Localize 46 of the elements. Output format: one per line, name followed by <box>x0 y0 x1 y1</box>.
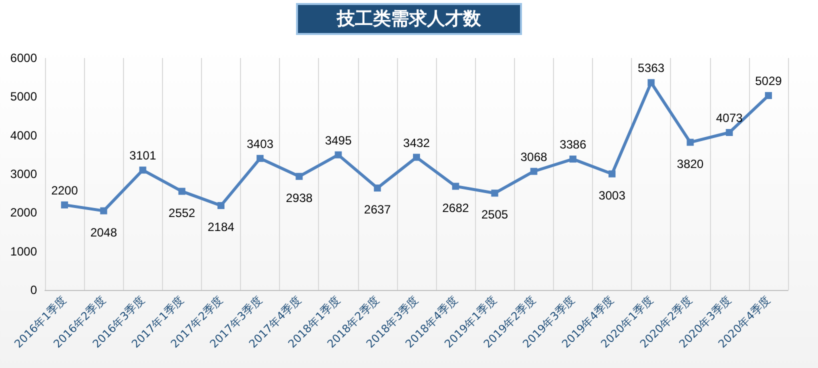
point <box>139 166 146 174</box>
data-label: 3386 <box>560 138 587 152</box>
point <box>178 188 186 195</box>
data-label: 3820 <box>676 156 704 171</box>
point <box>726 129 733 136</box>
data-label: 5029 <box>755 74 782 88</box>
point <box>491 190 498 197</box>
chart-title: 技工类需求人才数 <box>336 8 482 30</box>
data-label: 4073 <box>716 111 744 126</box>
y-tick-label: 2000 <box>10 206 38 220</box>
point <box>764 92 772 100</box>
y-tick-label: 0 <box>30 283 38 297</box>
y-tick-label: 6000 <box>10 51 38 65</box>
data-label: 3068 <box>520 150 548 164</box>
data-label: 3403 <box>246 136 274 151</box>
point <box>569 156 576 163</box>
y-tick-label: 4000 <box>10 128 38 142</box>
point <box>413 154 420 161</box>
point <box>608 170 616 178</box>
data-label: 2184 <box>208 220 235 234</box>
point <box>256 154 264 162</box>
point <box>334 151 342 158</box>
data-label: 3432 <box>403 136 430 150</box>
y-tick-label: 5000 <box>10 90 38 104</box>
point <box>452 182 460 190</box>
point <box>100 207 108 214</box>
y-tick-label: 1000 <box>10 244 38 258</box>
data-label: 3101 <box>129 148 156 163</box>
data-label: 2200 <box>51 183 78 198</box>
point <box>374 184 381 192</box>
data-label: 3495 <box>324 133 352 148</box>
point <box>296 172 303 180</box>
data-label: 2682 <box>442 200 470 215</box>
data-label: 5363 <box>638 61 665 76</box>
data-label: 2637 <box>364 202 392 217</box>
data-label: 2048 <box>90 225 118 240</box>
point <box>686 138 694 146</box>
point <box>648 79 655 86</box>
data-label: 2505 <box>481 208 508 222</box>
point <box>61 201 68 208</box>
y-tick-label: 3000 <box>10 167 38 181</box>
data-label: 3003 <box>598 188 626 202</box>
data-label: 2552 <box>168 206 196 220</box>
point <box>530 168 538 175</box>
point <box>217 202 224 210</box>
data-label: 2938 <box>286 190 313 205</box>
